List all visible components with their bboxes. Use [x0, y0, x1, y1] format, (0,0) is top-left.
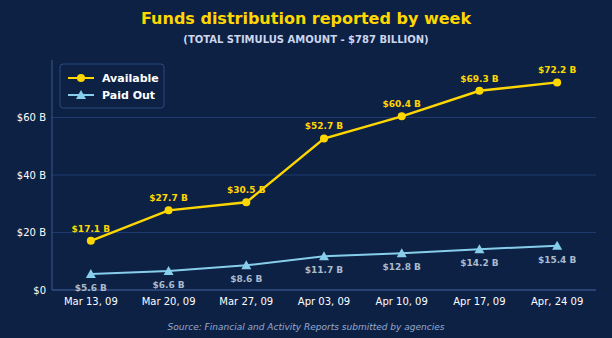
- grid-line: [52, 232, 596, 233]
- y-tick-label: $40 B: [17, 170, 46, 181]
- point: [398, 112, 406, 120]
- x-tick-label: Apr 17, 09: [453, 296, 505, 307]
- legend: Available Paid Out: [60, 64, 164, 108]
- source: Source: Financial and Activity Reports s…: [168, 322, 445, 332]
- point: [552, 241, 562, 250]
- data-label: $69.3 B: [460, 74, 499, 84]
- legend-box: [60, 64, 164, 108]
- point: [475, 87, 483, 95]
- data-label: $72.2 B: [538, 65, 577, 75]
- y-tick-label: $20 B: [17, 227, 46, 238]
- y-tick-label: $0: [33, 285, 46, 296]
- data-labels: $17.1 B $27.7 B $30.5 B $52.7 B $60.4 B $69.3…: [72, 65, 577, 292]
- point: [319, 251, 329, 260]
- title: Funds distribution reported by week: [141, 9, 471, 28]
- chart: Funds distribution reported by week (TOTA…: [0, 0, 612, 338]
- data-label: $11.7 B: [305, 265, 344, 275]
- point: [320, 134, 328, 142]
- data-label: $12.8 B: [382, 262, 421, 272]
- grid-line: [52, 290, 596, 291]
- x-tick-label: Mar 13, 09: [64, 296, 118, 307]
- legend-marker: [77, 74, 85, 82]
- x-tick-label: Apr 10, 09: [376, 296, 428, 307]
- x-tick-label: Apr 03, 09: [298, 296, 350, 307]
- point: [474, 244, 484, 253]
- data-label: $17.1 B: [72, 224, 111, 234]
- x-tick-label: Mar 27, 09: [219, 296, 273, 307]
- point: [165, 206, 173, 214]
- x-tick-label: Apr, 24 09: [531, 296, 583, 307]
- grid-line: [52, 175, 596, 176]
- point: [86, 269, 96, 278]
- point: [397, 248, 407, 257]
- point: [242, 198, 250, 206]
- data-label: $60.4 B: [382, 99, 421, 109]
- x-tick-label: Mar 20, 09: [142, 296, 196, 307]
- data-label: $14.2 B: [460, 258, 499, 268]
- data-label: $27.7 B: [149, 193, 188, 203]
- legend-label: Available: [102, 72, 159, 85]
- background: [0, 0, 612, 338]
- y-axis-line: [52, 60, 53, 290]
- data-label: $52.7 B: [305, 121, 344, 131]
- legend-marker: [76, 90, 86, 99]
- point: [164, 266, 174, 275]
- data-label: $15.4 B: [538, 255, 577, 265]
- point: [241, 260, 251, 269]
- point: [553, 78, 561, 86]
- subtitle: (TOTAL STIMULUS AMOUNT - $787 BILLION): [183, 34, 428, 45]
- x-axis-line: [52, 290, 596, 291]
- data-label: $5.6 B: [75, 283, 107, 293]
- data-label: $30.5 B: [227, 185, 266, 195]
- data-label: $6.6 B: [152, 280, 184, 290]
- grid-line: [52, 117, 596, 118]
- data-label: $8.6 B: [230, 274, 262, 284]
- y-tick-label: $60 B: [17, 112, 46, 123]
- point: [87, 237, 95, 245]
- legend-label: Paid Out: [102, 89, 155, 102]
